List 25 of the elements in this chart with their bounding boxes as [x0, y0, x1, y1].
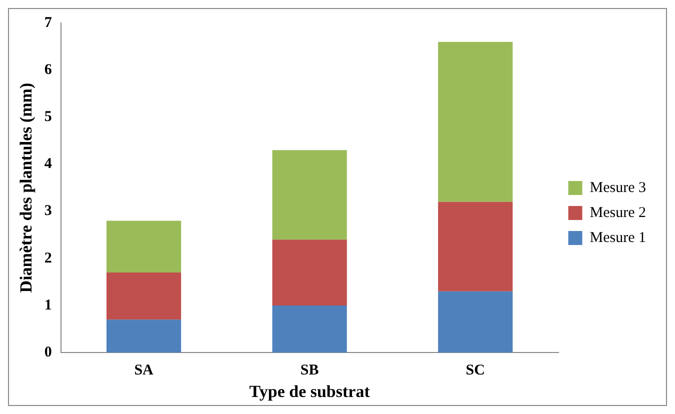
x-tick-label: SA: [134, 362, 154, 378]
y-tick-label: 0: [44, 344, 52, 360]
y-tick-label: 7: [44, 14, 52, 31]
y-tick-label: 4: [44, 156, 52, 172]
bar: [438, 42, 513, 202]
bar: [438, 291, 513, 353]
x-axis-title: Type de substrat: [249, 382, 370, 402]
y-axis-title: Diamètre des plantules (mm): [16, 82, 36, 293]
bar: [106, 320, 182, 353]
bar: [438, 202, 513, 292]
legend-label: Mesure 1: [590, 230, 646, 246]
y-tick-label: 1: [44, 297, 52, 314]
y-tick-label: 3: [44, 203, 52, 220]
bar: [272, 240, 347, 306]
y-tick-label: 2: [44, 250, 52, 266]
bar: [272, 306, 347, 353]
bar: [106, 272, 182, 320]
x-tick-label: SB: [300, 362, 319, 378]
bar: [272, 150, 347, 240]
legend-label: Mesure 3: [590, 180, 646, 196]
bar: [106, 220, 182, 273]
y-tick-label: 5: [44, 109, 52, 126]
y-tick-label: 6: [44, 62, 52, 78]
legend-label: Mesure 2: [590, 204, 646, 221]
x-tick-label: SC: [466, 362, 485, 378]
